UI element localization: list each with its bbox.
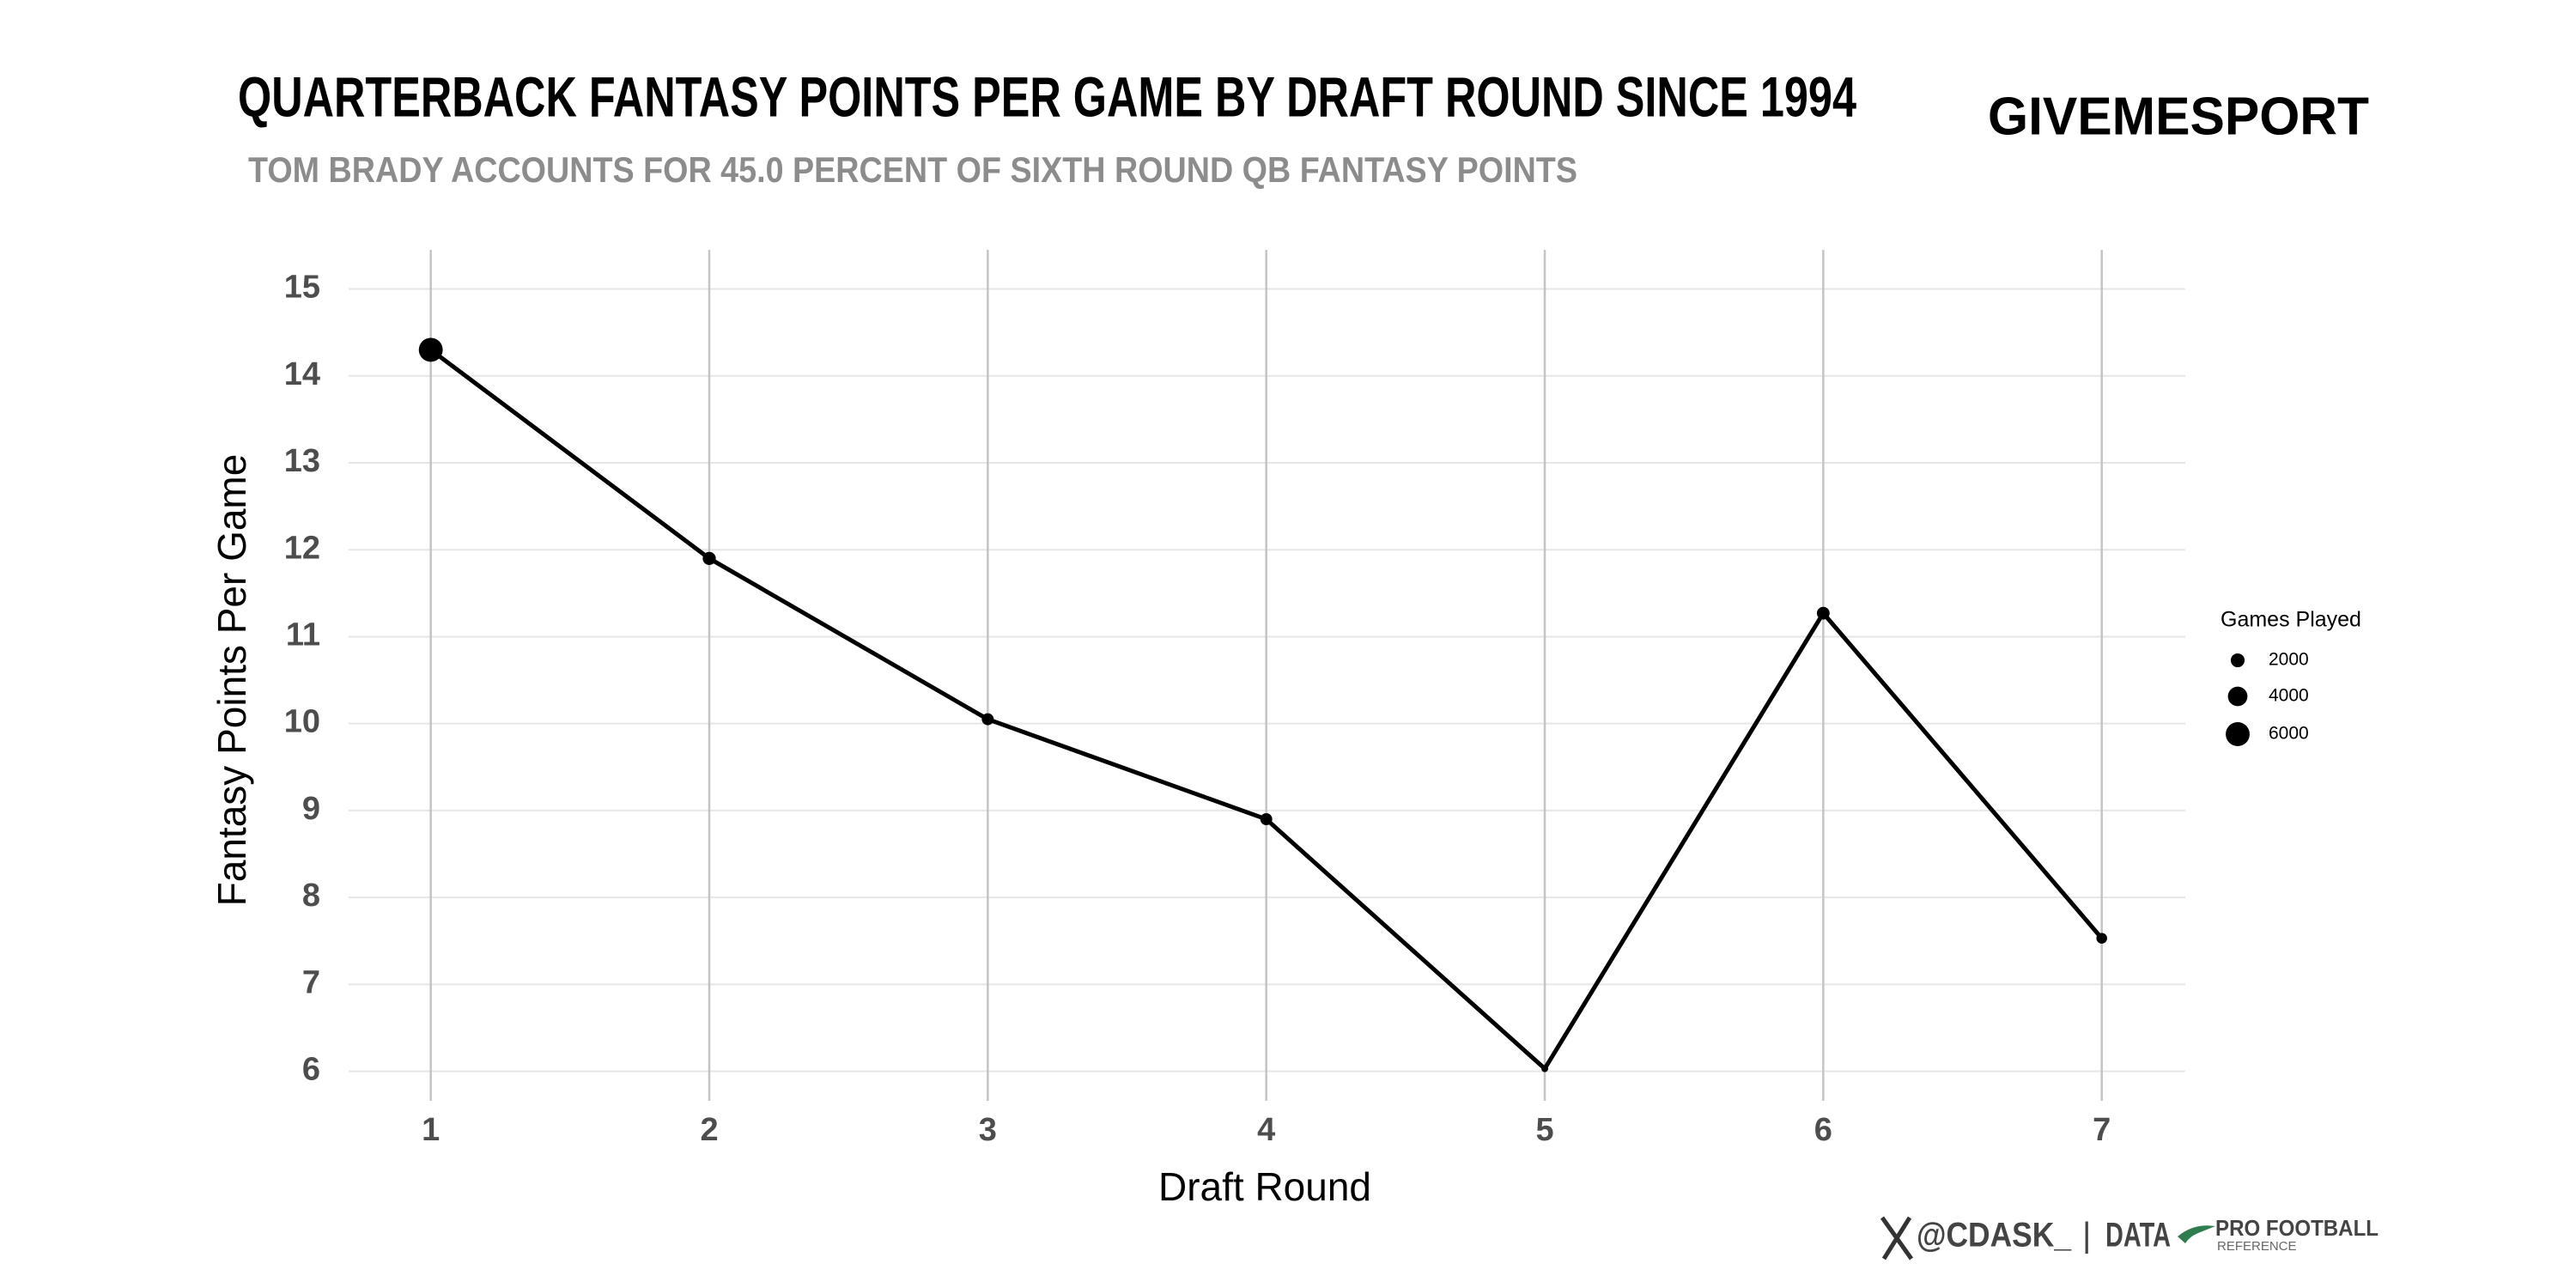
brand-logo: GIVEMESPORT: [1988, 87, 2369, 146]
y-tick-label: 12: [284, 530, 320, 566]
footer-separator: |: [2082, 1217, 2091, 1255]
y-tick-label: 9: [302, 791, 320, 827]
x-axis-title: Draft Round: [1158, 1164, 1371, 1209]
pfr-icon: [2178, 1225, 2215, 1243]
point: [2096, 933, 2107, 944]
y-tick-label: 6: [302, 1052, 320, 1088]
x-logo: [1880, 1216, 1914, 1261]
y-tick-label: 14: [284, 356, 320, 392]
chart-subtitle: TOM BRADY ACCOUNTS FOR 45.0 PERCENT OF S…: [248, 149, 1577, 190]
x-tick-label: 5: [1535, 1112, 1553, 1148]
legend-marker: [2227, 686, 2248, 707]
y-tick-label: 7: [302, 964, 320, 1000]
x-tick-label: 4: [1257, 1112, 1275, 1148]
x-tick-label: 6: [1814, 1112, 1832, 1148]
x-tick-label: 3: [979, 1112, 997, 1148]
legend-label: 6000: [2269, 724, 2309, 744]
footer-data: DATA: [2105, 1217, 2171, 1255]
y-tick-label: 10: [284, 704, 320, 740]
footer-source: PRO FOOTBALL: [2215, 1215, 2379, 1241]
footer: @CDASK_ | DATA PRO FOOTBALL REFERENCE: [1880, 1215, 2379, 1261]
point: [418, 337, 443, 362]
legend-label: 2000: [2269, 650, 2309, 670]
point: [1816, 606, 1830, 620]
y-tick-label: 13: [284, 443, 320, 479]
y-tick-label: 11: [286, 617, 320, 653]
x-tick-label: 2: [700, 1112, 718, 1148]
point: [702, 551, 716, 565]
chart-title: QUARTERBACK FANTASY POINTS PER GAME BY D…: [238, 64, 1856, 128]
legend-title: Games Played: [2221, 608, 2361, 632]
y-tick-label: 8: [302, 878, 320, 914]
point: [1260, 813, 1273, 825]
footer-handle: @CDASK_: [1917, 1217, 2072, 1255]
footer-source-sub: REFERENCE: [2217, 1239, 2297, 1254]
point: [1541, 1065, 1549, 1072]
x-tick-label: 1: [422, 1112, 440, 1148]
point: [981, 713, 994, 726]
x-tick-label: 7: [2093, 1112, 2111, 1148]
legend-label: 4000: [2269, 686, 2309, 706]
legend-marker: [2230, 653, 2245, 668]
y-axis-title: Fantasy Points Per Game: [210, 454, 254, 907]
y-tick-label: 15: [284, 270, 320, 306]
legend-marker: [2226, 722, 2250, 746]
